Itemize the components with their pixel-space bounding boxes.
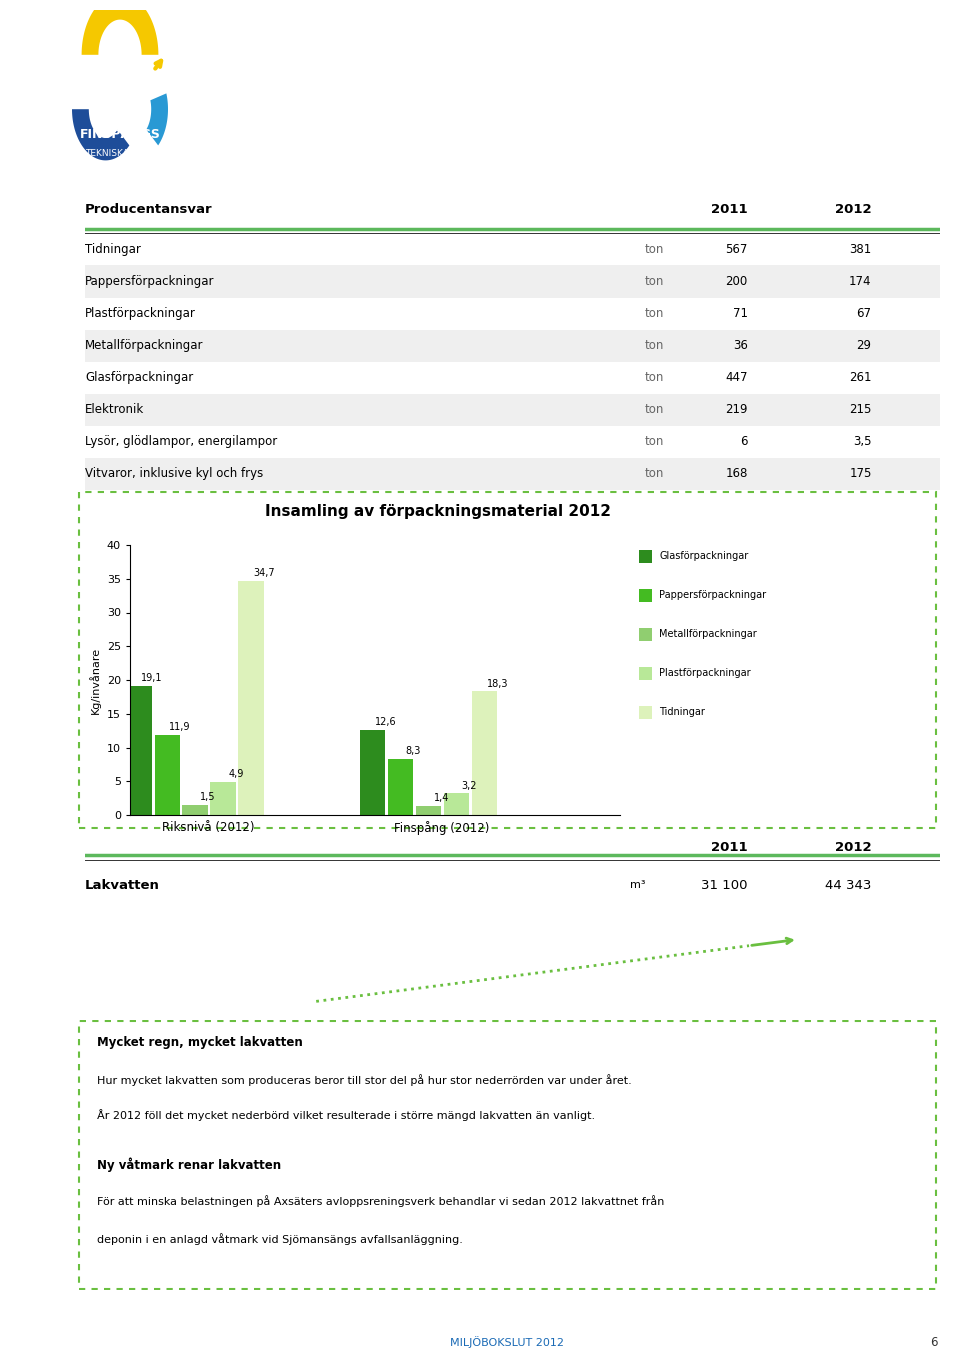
Text: 71: 71	[732, 307, 748, 320]
Bar	[639, 667, 652, 679]
Text: ton: ton	[645, 275, 664, 287]
Text: Vitvaror, inklusive kyl och frys: Vitvaror, inklusive kyl och frys	[85, 467, 263, 481]
Text: 19,1: 19,1	[141, 674, 163, 683]
Text: Producentansvar: Producentansvar	[85, 203, 212, 216]
Bar	[360, 730, 386, 815]
Text: Elektronik: Elektronik	[85, 404, 144, 416]
Bar	[182, 805, 208, 815]
Text: ton: ton	[645, 340, 664, 352]
Bar	[639, 549, 652, 563]
Text: ton: ton	[645, 307, 664, 320]
Text: 1,5: 1,5	[201, 793, 216, 802]
Bar	[388, 758, 414, 815]
FancyBboxPatch shape	[80, 1021, 936, 1288]
Text: 168: 168	[725, 467, 748, 481]
Text: Plastförpackningar: Plastförpackningar	[85, 307, 196, 320]
Text: 261: 261	[849, 371, 872, 385]
Bar	[639, 589, 652, 601]
Text: ton: ton	[645, 371, 664, 385]
Text: ton: ton	[645, 404, 664, 416]
Text: 219: 219	[725, 404, 748, 416]
Text: För att minska belastningen på Axsäters avloppsreningsverk behandlar vi sedan 20: För att minska belastningen på Axsäters …	[97, 1195, 664, 1207]
Text: Glasförpackningar: Glasförpackningar	[85, 371, 193, 385]
Bar	[639, 705, 652, 719]
Bar	[85, 394, 940, 426]
Bar	[85, 330, 940, 361]
Text: Tidningar: Tidningar	[659, 706, 705, 717]
Text: 174: 174	[849, 275, 872, 287]
Text: 215: 215	[850, 404, 872, 416]
Bar	[155, 735, 180, 815]
Text: 3,5: 3,5	[853, 435, 872, 449]
Y-axis label: Kg/invånare: Kg/invånare	[89, 646, 102, 713]
Text: 381: 381	[850, 242, 872, 256]
Text: 175: 175	[850, 467, 872, 481]
Text: 12,6: 12,6	[374, 717, 396, 727]
Text: ton: ton	[645, 435, 664, 449]
Bar	[444, 794, 469, 815]
FancyBboxPatch shape	[80, 491, 936, 828]
Text: År 2012 föll det mycket nederbörd vilket resulterade i större mängd lakvatten än: År 2012 föll det mycket nederbörd vilket…	[97, 1109, 595, 1121]
Polygon shape	[55, 0, 275, 175]
Text: 31 100: 31 100	[701, 879, 748, 893]
Bar	[238, 580, 264, 815]
Text: 2011: 2011	[711, 203, 748, 216]
Text: 2012: 2012	[835, 203, 872, 216]
Text: 8,3: 8,3	[406, 746, 421, 756]
Bar	[210, 782, 236, 815]
Text: 44 343: 44 343	[826, 879, 872, 893]
Text: Mycket regn, mycket lakvatten: Mycket regn, mycket lakvatten	[97, 1036, 302, 1049]
Text: TEKNISKA VERK: TEKNISKA VERK	[84, 149, 156, 159]
Text: Hur mycket lakvatten som produceras beror till stor del på hur stor nederrörden : Hur mycket lakvatten som produceras bero…	[97, 1075, 632, 1086]
Text: 36: 36	[732, 340, 748, 352]
Text: ton: ton	[645, 242, 664, 256]
Text: 4,9: 4,9	[228, 769, 244, 779]
Text: Pappersförpackningar: Pappersförpackningar	[85, 275, 214, 287]
Text: 67: 67	[856, 307, 872, 320]
Text: 11,9: 11,9	[169, 721, 191, 732]
Text: 567: 567	[725, 242, 748, 256]
Text: 6: 6	[740, 435, 748, 449]
Text: FINSPÅNGS: FINSPÅNGS	[80, 129, 160, 141]
Text: Insamling av förpackningsmaterial 2012: Insamling av förpackningsmaterial 2012	[265, 504, 612, 519]
Text: m³: m³	[631, 880, 646, 890]
Text: ton: ton	[645, 467, 664, 481]
Text: Pappersförpackningar: Pappersförpackningar	[659, 590, 766, 600]
Bar	[127, 686, 153, 815]
Text: 200: 200	[726, 275, 748, 287]
Text: 3,2: 3,2	[462, 780, 477, 791]
Text: deponin i en anlagd våtmark vid Sjömansängs avfallsanläggning.: deponin i en anlagd våtmark vid Sjömansä…	[97, 1233, 463, 1246]
Text: Lakvatten: Lakvatten	[85, 879, 160, 893]
Text: Glasförpackningar: Glasförpackningar	[659, 550, 748, 561]
Text: 1,4: 1,4	[434, 793, 449, 802]
Text: 18,3: 18,3	[487, 679, 508, 689]
Text: 447: 447	[725, 371, 748, 385]
Text: Lysör, glödlampor, energilampor: Lysör, glödlampor, energilampor	[85, 435, 277, 449]
Polygon shape	[82, 0, 158, 55]
Text: MILJÖBOKSLUT 2012: MILJÖBOKSLUT 2012	[450, 1336, 564, 1348]
Text: Plastförpackningar: Plastförpackningar	[659, 668, 751, 678]
Polygon shape	[72, 110, 130, 160]
Text: 6: 6	[930, 1336, 937, 1348]
Text: Ny våtmark renar lakvatten: Ny våtmark renar lakvatten	[97, 1158, 280, 1172]
Polygon shape	[146, 93, 168, 145]
Text: 2011: 2011	[711, 841, 748, 854]
Text: 29: 29	[856, 340, 872, 352]
Bar	[639, 627, 652, 641]
Text: Metallförpackningar: Metallförpackningar	[659, 628, 756, 639]
Bar	[416, 805, 442, 815]
Text: 2012: 2012	[835, 841, 872, 854]
Bar	[85, 457, 940, 490]
Text: 34,7: 34,7	[253, 568, 275, 578]
Text: Tidningar: Tidningar	[85, 242, 141, 256]
Bar	[85, 266, 940, 297]
Text: Metallförpackningar: Metallförpackningar	[85, 340, 204, 352]
Bar	[471, 691, 497, 815]
